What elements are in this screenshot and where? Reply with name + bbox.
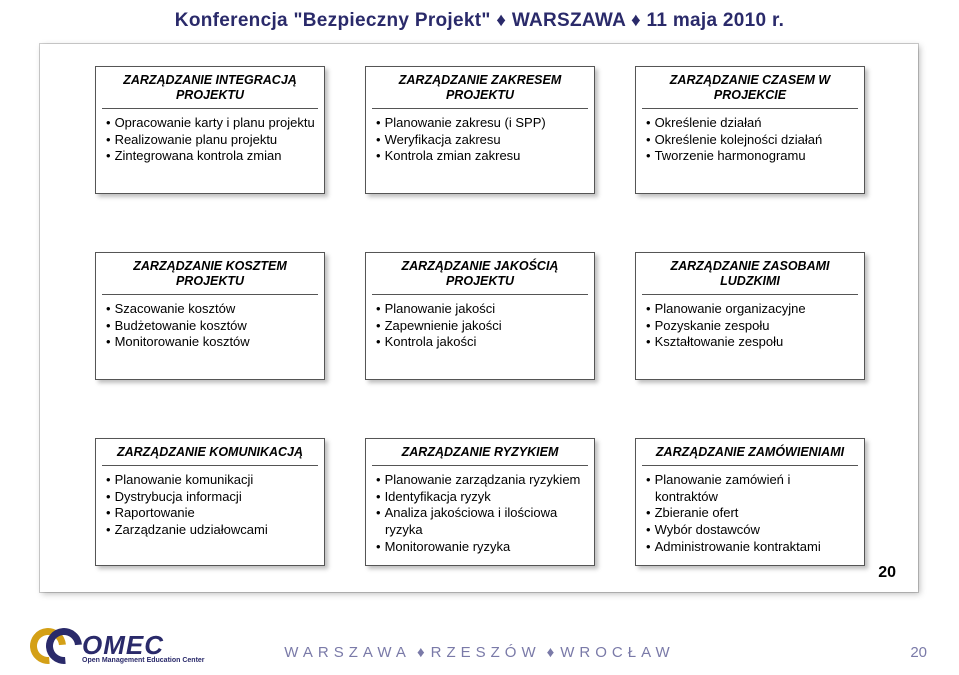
- logo-sub-text: Open Management Education Center: [82, 657, 205, 664]
- list-item: Planowanie zamówień i kontraktów: [646, 472, 856, 505]
- box-time: ZARZĄDZANIE CZASEM W PROJEKCIE Określeni…: [635, 66, 865, 194]
- list-item: Realizowanie planu projektu: [106, 132, 316, 149]
- list-item: Określenie działań: [646, 115, 856, 132]
- box-procurement: ZARZĄDZANIE ZAMÓWIENIAMI Planowanie zamó…: [635, 438, 865, 566]
- box-communication: ZARZĄDZANIE KOMUNIKACJĄ Planowanie komun…: [95, 438, 325, 566]
- box-body: Planowanie jakości Zapewnienie jakości K…: [366, 299, 594, 357]
- divider: [102, 465, 318, 466]
- row-2: ZARZĄDZANIE KOSZTEM PROJEKTU Szacowanie …: [95, 252, 865, 380]
- list-item: Określenie kolejności działań: [646, 132, 856, 149]
- slide-page-number: 20: [878, 564, 896, 582]
- list-item: Planowanie jakości: [376, 301, 586, 318]
- list-item: Monitorowanie kosztów: [106, 334, 316, 351]
- divider: [372, 108, 588, 109]
- box-hr: ZARZĄDZANIE ZASOBAMI LUDZKIMI Planowanie…: [635, 252, 865, 380]
- list-item: Zbieranie ofert: [646, 505, 856, 522]
- divider: [642, 108, 858, 109]
- divider: [642, 465, 858, 466]
- footer: OMEC Open Management Education Center WA…: [0, 617, 959, 675]
- box-title: ZARZĄDZANIE CZASEM W PROJEKCIE: [636, 67, 864, 105]
- list-item: Identyfikacja ryzyk: [376, 489, 586, 506]
- city: RZESZÓW: [431, 644, 541, 661]
- list-item: Planowanie zarządzania ryzykiem: [376, 472, 586, 489]
- list-item: Tworzenie harmonogramu: [646, 148, 856, 165]
- list-item: Opracowanie karty i planu projektu: [106, 115, 316, 132]
- list-item: Dystrybucja informacji: [106, 489, 316, 506]
- diamond-icon: ♦: [547, 644, 555, 661]
- footer-cities: WARSZAWA ♦ RZESZÓW ♦ WROCŁAW: [284, 644, 674, 661]
- logo-main-text: OMEC: [82, 634, 205, 657]
- list-item: Planowanie komunikacji: [106, 472, 316, 489]
- divider: [642, 294, 858, 295]
- city: WROCŁAW: [560, 644, 674, 661]
- box-title: ZARZĄDZANIE KOSZTEM PROJEKTU: [96, 253, 324, 291]
- city: WARSZAWA: [284, 644, 411, 661]
- box-title: ZARZĄDZANIE KOMUNIKACJĄ: [96, 439, 324, 462]
- box-body: Opracowanie karty i planu projektu Reali…: [96, 113, 324, 171]
- boxes-grid: ZARZĄDZANIE INTEGRACJĄ PROJEKTU Opracowa…: [95, 66, 865, 566]
- diamond-icon: ♦: [417, 644, 425, 661]
- box-body: Planowanie komunikacji Dystrybucja infor…: [96, 470, 324, 545]
- list-item: Budżetowanie kosztów: [106, 318, 316, 335]
- box-title: ZARZĄDZANIE RYZYKIEM: [366, 439, 594, 462]
- list-item: Planowanie organizacyjne: [646, 301, 856, 318]
- divider: [102, 108, 318, 109]
- list-item: Kontrola zmian zakresu: [376, 148, 586, 165]
- list-item: Kształtowanie zespołu: [646, 334, 856, 351]
- box-body: Planowanie zamówień i kontraktów Zbieran…: [636, 470, 864, 561]
- list-item: Analiza jakościowa i ilościowa ryzyka: [376, 505, 586, 538]
- list-item: Raportowanie: [106, 505, 316, 522]
- box-body: Planowanie zarządzania ryzykiem Identyfi…: [366, 470, 594, 561]
- box-title: ZARZĄDZANIE ZASOBAMI LUDZKIMI: [636, 253, 864, 291]
- box-body: Określenie działań Określenie kolejności…: [636, 113, 864, 171]
- list-item: Weryfikacja zakresu: [376, 132, 586, 149]
- box-integration: ZARZĄDZANIE INTEGRACJĄ PROJEKTU Opracowa…: [95, 66, 325, 194]
- box-body: Planowanie zakresu (i SPP) Weryfikacja z…: [366, 113, 594, 171]
- box-risk: ZARZĄDZANIE RYZYKIEM Planowanie zarządza…: [365, 438, 595, 566]
- list-item: Planowanie zakresu (i SPP): [376, 115, 586, 132]
- list-item: Zintegrowana kontrola zmian: [106, 148, 316, 165]
- list-item: Zarządzanie udziałowcami: [106, 522, 316, 539]
- box-title: ZARZĄDZANIE ZAKRESEM PROJEKTU: [366, 67, 594, 105]
- box-title: ZARZĄDZANIE INTEGRACJĄ PROJEKTU: [96, 67, 324, 105]
- box-body: Szacowanie kosztów Budżetowanie kosztów …: [96, 299, 324, 357]
- divider: [372, 465, 588, 466]
- list-item: Administrowanie kontraktami: [646, 539, 856, 556]
- row-1: ZARZĄDZANIE INTEGRACJĄ PROJEKTU Opracowa…: [95, 66, 865, 194]
- conference-header: Konferencja "Bezpieczny Projekt" ♦ WARSZ…: [0, 0, 959, 38]
- list-item: Kontrola jakości: [376, 334, 586, 351]
- row-3: ZARZĄDZANIE KOMUNIKACJĄ Planowanie komun…: [95, 438, 865, 566]
- divider: [102, 294, 318, 295]
- list-item: Zapewnienie jakości: [376, 318, 586, 335]
- box-scope: ZARZĄDZANIE ZAKRESEM PROJEKTU Planowanie…: [365, 66, 595, 194]
- list-item: Szacowanie kosztów: [106, 301, 316, 318]
- box-body: Planowanie organizacyjne Pozyskanie zesp…: [636, 299, 864, 357]
- slide-frame: ZARZĄDZANIE INTEGRACJĄ PROJEKTU Opracowa…: [40, 44, 918, 592]
- box-title: ZARZĄDZANIE JAKOŚCIĄ PROJEKTU: [366, 253, 594, 291]
- list-item: Pozyskanie zespołu: [646, 318, 856, 335]
- omec-logo: OMEC Open Management Education Center: [30, 628, 205, 664]
- box-cost: ZARZĄDZANIE KOSZTEM PROJEKTU Szacowanie …: [95, 252, 325, 380]
- logo-text: OMEC Open Management Education Center: [82, 634, 205, 664]
- box-quality: ZARZĄDZANIE JAKOŚCIĄ PROJEKTU Planowanie…: [365, 252, 595, 380]
- divider: [372, 294, 588, 295]
- footer-page-number: 20: [910, 644, 927, 661]
- box-title: ZARZĄDZANIE ZAMÓWIENIAMI: [636, 439, 864, 462]
- list-item: Monitorowanie ryzyka: [376, 539, 586, 556]
- list-item: Wybór dostawców: [646, 522, 856, 539]
